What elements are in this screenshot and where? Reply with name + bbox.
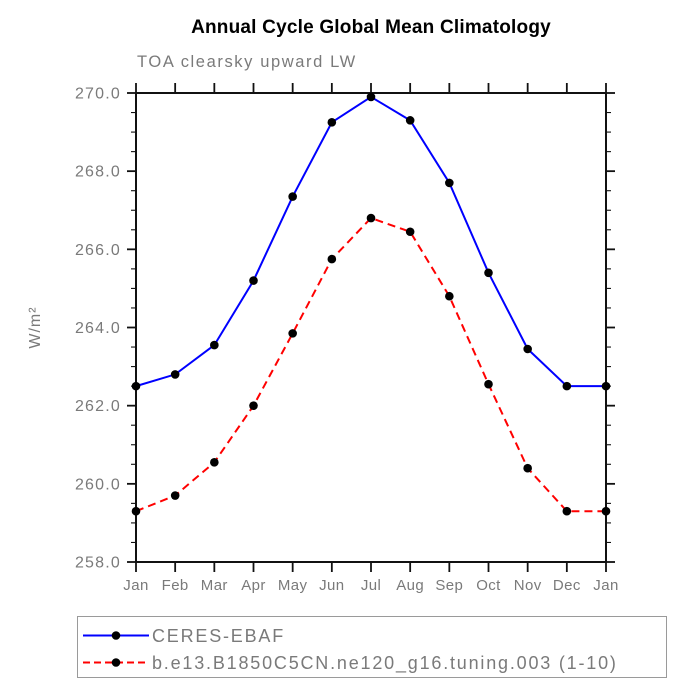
- x-tick-label: Nov: [514, 577, 542, 594]
- data-point: [445, 291, 454, 301]
- legend-solid-line-icon: [83, 631, 149, 640]
- x-tick-label: Jan: [593, 577, 618, 594]
- data-point: [210, 340, 219, 350]
- data-point: [327, 118, 337, 127]
- data-point: [170, 491, 180, 500]
- data-point: [366, 213, 376, 223]
- data-point: [327, 254, 337, 264]
- x-tick-label: Apr: [241, 577, 266, 594]
- x-tick-label: Dec: [553, 577, 581, 594]
- data-point: [523, 344, 532, 354]
- y-tick-label: 264.0: [75, 320, 121, 337]
- data-point: [405, 116, 415, 125]
- data-point: [249, 401, 258, 410]
- x-tick-label: Jun: [319, 577, 344, 594]
- legend-label-model-run: b.e13.B1850C5CN.ne120_g16.tuning.003 (1-…: [152, 652, 618, 673]
- plot-frame: [135, 92, 607, 563]
- data-point: [366, 92, 376, 102]
- data-point: [484, 379, 493, 389]
- data-point: [170, 370, 180, 379]
- data-point: [210, 458, 219, 467]
- legend-marker: [111, 631, 121, 640]
- x-tick-label: Jul: [361, 577, 381, 594]
- x-tick-label: Aug: [396, 577, 424, 594]
- x-tick-label: Oct: [476, 577, 501, 594]
- legend-label-ceres-ebaf: CERES-EBAF: [152, 625, 286, 646]
- data-point: [562, 506, 572, 516]
- data-point: [484, 268, 493, 278]
- y-tick-label: 262.0: [75, 398, 121, 415]
- page-title: Annual Cycle Global Mean Climatology: [191, 17, 551, 38]
- legend: CERES-EBAF b.e13.B1850C5CN.ne120_g16.tun…: [77, 616, 667, 678]
- data-point: [131, 381, 141, 391]
- data-point: [249, 276, 258, 285]
- legend-marker: [111, 658, 121, 667]
- data-point: [288, 192, 297, 201]
- x-tick-label: Sep: [435, 577, 463, 594]
- data-point: [445, 178, 454, 188]
- data-point: [131, 506, 141, 516]
- x-tick-label: Jan: [123, 577, 148, 594]
- legend-dashed-line-icon: [83, 658, 149, 667]
- legend-item-model-run: b.e13.B1850C5CN.ne120_g16.tuning.003 (1-…: [82, 649, 666, 676]
- axes: [127, 83, 615, 572]
- data-point: [288, 329, 297, 338]
- x-tick-label: May: [278, 577, 308, 594]
- y-tick-label: 266.0: [75, 242, 121, 259]
- series-line-1: [135, 216, 606, 513]
- annual-cycle-chart: 258.0 260.0 262.0 264.0 266.0 268.0 270.0 Jan Fe…: [27, 83, 618, 595]
- y-tick-label: 268.0: [75, 164, 121, 181]
- y-tick-label: 258.0: [75, 555, 121, 572]
- data-point: [562, 381, 572, 391]
- data-point: [405, 227, 415, 237]
- data-point: [601, 381, 611, 391]
- axis-labels: 258.0 260.0 262.0 264.0 266.0 268.0 270.0 Jan Fe…: [27, 86, 618, 595]
- series-line-0: [135, 95, 606, 388]
- y-axis-title: W/m²: [27, 306, 44, 348]
- chart-subtitle: TOA clearsky upward LW: [137, 53, 357, 71]
- x-tick-label: Mar: [201, 577, 228, 594]
- data-point: [601, 506, 611, 516]
- y-tick-label: 270.0: [75, 86, 121, 103]
- y-tick-label: 260.0: [75, 476, 121, 493]
- x-tick-label: Feb: [162, 577, 189, 594]
- data-point: [523, 463, 532, 473]
- legend-item-ceres-ebaf: CERES-EBAF: [82, 622, 666, 649]
